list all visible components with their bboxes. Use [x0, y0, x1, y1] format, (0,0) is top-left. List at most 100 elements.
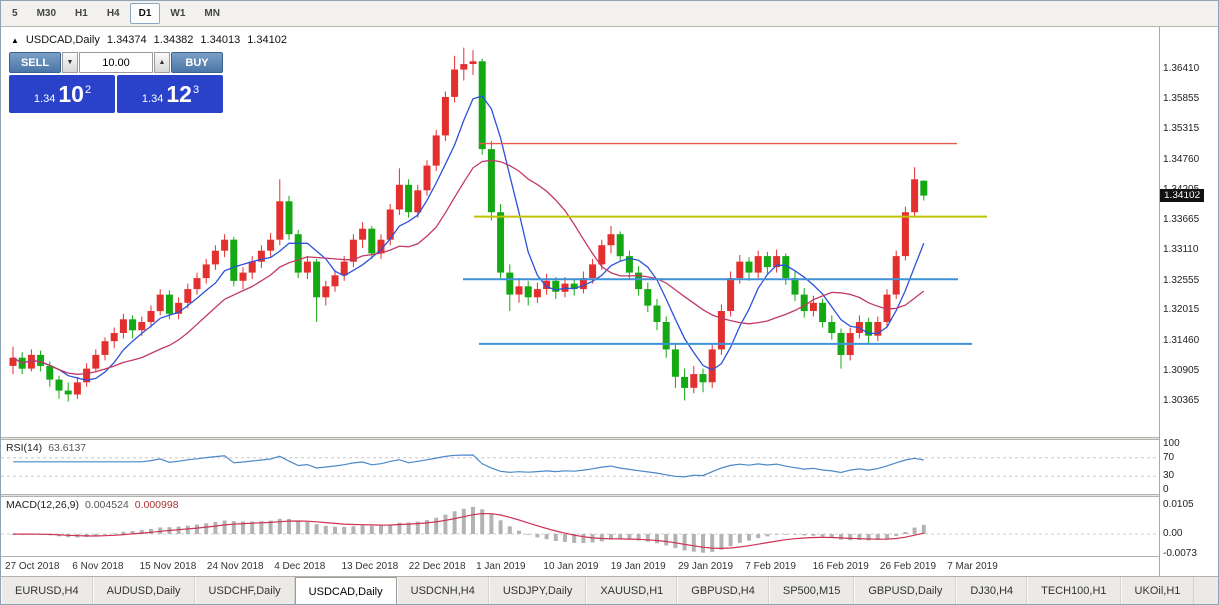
- chart-symbol-label: USDCAD,Daily: [25, 34, 100, 46]
- macd-histogram-bar: [710, 534, 715, 552]
- macd-histogram-bar: [250, 521, 255, 534]
- sell-price-big: 10: [58, 81, 84, 107]
- macd-histogram-bar: [277, 518, 282, 534]
- macd-name: MACD(12,26,9): [6, 499, 79, 511]
- timeframe-button-D1[interactable]: D1: [129, 3, 161, 24]
- time-axis-label: 22 Dec 2018: [408, 561, 466, 572]
- macd-histogram-bar: [793, 534, 797, 535]
- chart-tab-EURUSDH4[interactable]: EURUSD,H4: [1, 577, 93, 604]
- macd-tick: -0.0073: [1163, 548, 1197, 560]
- timeframe-button-H4[interactable]: H4: [106, 8, 120, 19]
- ma-slow-line: [12, 159, 925, 375]
- macd-histogram-bar: [581, 534, 586, 544]
- chart-tab-USDJPYDaily[interactable]: USDJPY,Daily: [488, 577, 587, 604]
- chart-tab-DJ30H4[interactable]: DJ30,H4: [956, 577, 1028, 604]
- macd-histogram-bar: [130, 531, 135, 534]
- rsi-tick: 100: [1163, 438, 1180, 449]
- price-tick: 1.33665: [1163, 213, 1200, 225]
- candlestick-chart[interactable]: [1, 27, 1159, 437]
- volume-decrement-button[interactable]: ▼: [62, 52, 78, 73]
- rsi-chart[interactable]: [1, 440, 1159, 494]
- macd-histogram-bar: [406, 522, 411, 534]
- macd-histogram-bar: [379, 525, 383, 534]
- macd-histogram-bar: [323, 525, 328, 534]
- time-axis-label: 7 Mar 2019: [947, 561, 998, 572]
- chart-tab-GBPUSDH4[interactable]: GBPUSD,H4: [677, 577, 769, 604]
- macd-main-value: 0.004524: [84, 499, 129, 511]
- macd-chart[interactable]: [1, 497, 1159, 555]
- sell-price-button[interactable]: 1.34 10 2: [9, 75, 115, 113]
- macd-histogram-bar: [627, 534, 632, 540]
- panel-splitter[interactable]: [1, 494, 1218, 497]
- macd-histogram-bar: [452, 511, 457, 534]
- macd-histogram-bar: [636, 534, 641, 541]
- chart-tab-UKOilH1[interactable]: UKOil,H1: [1120, 577, 1195, 604]
- timeframe-button-W1[interactable]: W1: [170, 8, 186, 19]
- ohlc-close: 1.34102: [247, 34, 287, 46]
- rsi-tick: 30: [1163, 470, 1175, 482]
- macd-histogram-bar: [121, 531, 126, 534]
- macd-histogram-bar: [885, 534, 889, 539]
- timeframe-button-M30[interactable]: M30: [36, 8, 57, 19]
- time-axis-label: 13 Dec 2018: [341, 561, 399, 572]
- macd-histogram-bar: [737, 534, 742, 543]
- timeframe-button-5[interactable]: 5: [12, 8, 18, 19]
- macd-histogram-bar: [415, 521, 420, 534]
- macd-histogram-bar: [213, 521, 218, 534]
- chart-tab-SP500M15[interactable]: SP500,M15: [768, 577, 855, 604]
- macd-histogram-bar: [765, 534, 770, 537]
- macd-histogram-bar: [342, 526, 347, 534]
- macd-histogram-bar: [572, 534, 577, 543]
- macd-histogram-bar: [857, 534, 862, 540]
- chart-tab-XAUUSDH1[interactable]: XAUUSD,H1: [586, 577, 678, 604]
- macd-histogram-bar: [296, 520, 301, 534]
- buy-price-button[interactable]: 1.34 12 3: [117, 75, 223, 113]
- macd-header: MACD(12,26,9) 0.004524 0.000998: [6, 499, 179, 511]
- time-axis-label: 7 Feb 2019: [745, 561, 796, 572]
- macd-histogram-bar: [471, 506, 475, 534]
- chart-tab-USDCNHH4[interactable]: USDCNH,H4: [396, 577, 489, 604]
- buy-button[interactable]: BUY: [171, 52, 223, 73]
- macd-histogram-bar: [185, 525, 190, 534]
- time-axis[interactable]: 27 Oct 2018 6 Nov 2018 15 Nov 2018 24 Nov 2…: [1, 556, 1159, 576]
- chart-title: ▲ USDCAD,Daily 1.34374 1.34382 1.34013 1…: [11, 34, 287, 46]
- volume-increment-button[interactable]: ▲: [154, 52, 170, 73]
- price-tick: 1.30365: [1163, 394, 1200, 406]
- sell-button[interactable]: SELL: [9, 52, 61, 73]
- chart-tab-USDCHFDaily[interactable]: USDCHF,Daily: [194, 577, 295, 604]
- time-axis-label: 1 Jan 2019: [476, 561, 526, 572]
- macd-histogram-bar: [388, 524, 393, 534]
- price-scale[interactable]: [1160, 27, 1218, 556]
- sell-price-base: 1.34: [33, 93, 56, 105]
- timeframe-button-MN[interactable]: MN: [204, 8, 220, 19]
- rsi-line: [13, 454, 924, 478]
- chart-tab-GBPUSDDaily[interactable]: GBPUSD,Daily: [854, 577, 957, 604]
- price-tick: 1.32015: [1163, 304, 1200, 316]
- timeframe-button-H1[interactable]: H1: [75, 8, 88, 19]
- macd-histogram-bar: [314, 524, 319, 534]
- macd-histogram-bar: [369, 525, 374, 534]
- panel-splitter[interactable]: [1, 437, 1218, 440]
- chart-tab-AUDUSDDaily[interactable]: AUDUSD,Daily: [92, 577, 195, 604]
- volume-input[interactable]: [79, 52, 153, 73]
- macd-histogram-bar: [701, 534, 705, 553]
- macd-histogram-bar: [774, 534, 779, 535]
- macd-histogram-bar: [609, 534, 613, 540]
- macd-histogram-bar: [526, 534, 531, 535]
- macd-histogram-bar: [507, 526, 512, 534]
- macd-histogram-bar: [489, 514, 494, 534]
- macd-histogram-bar: [894, 534, 899, 536]
- price-tick: 1.30905: [1163, 365, 1200, 377]
- chart-tab-USDCADDaily[interactable]: USDCAD,Daily: [294, 577, 397, 604]
- timeframe-toolbar: 5 M30 H1 H4 D1 W1 MN: [1, 1, 1218, 27]
- macd-histogram-bar: [112, 533, 117, 535]
- price-tick: 1.35315: [1163, 123, 1200, 135]
- chart-tab-TECH100H1[interactable]: TECH100,H1: [1027, 577, 1121, 604]
- buy-price-big: 12: [166, 81, 192, 107]
- chevron-up-icon: ▲: [158, 59, 166, 66]
- macd-histogram-bar: [866, 534, 871, 541]
- time-axis-label: 29 Jan 2019: [678, 561, 734, 572]
- macd-histogram-bar: [195, 524, 199, 534]
- buy-price-base: 1.34: [141, 93, 164, 105]
- price-tick: 1.34205: [1163, 184, 1200, 195]
